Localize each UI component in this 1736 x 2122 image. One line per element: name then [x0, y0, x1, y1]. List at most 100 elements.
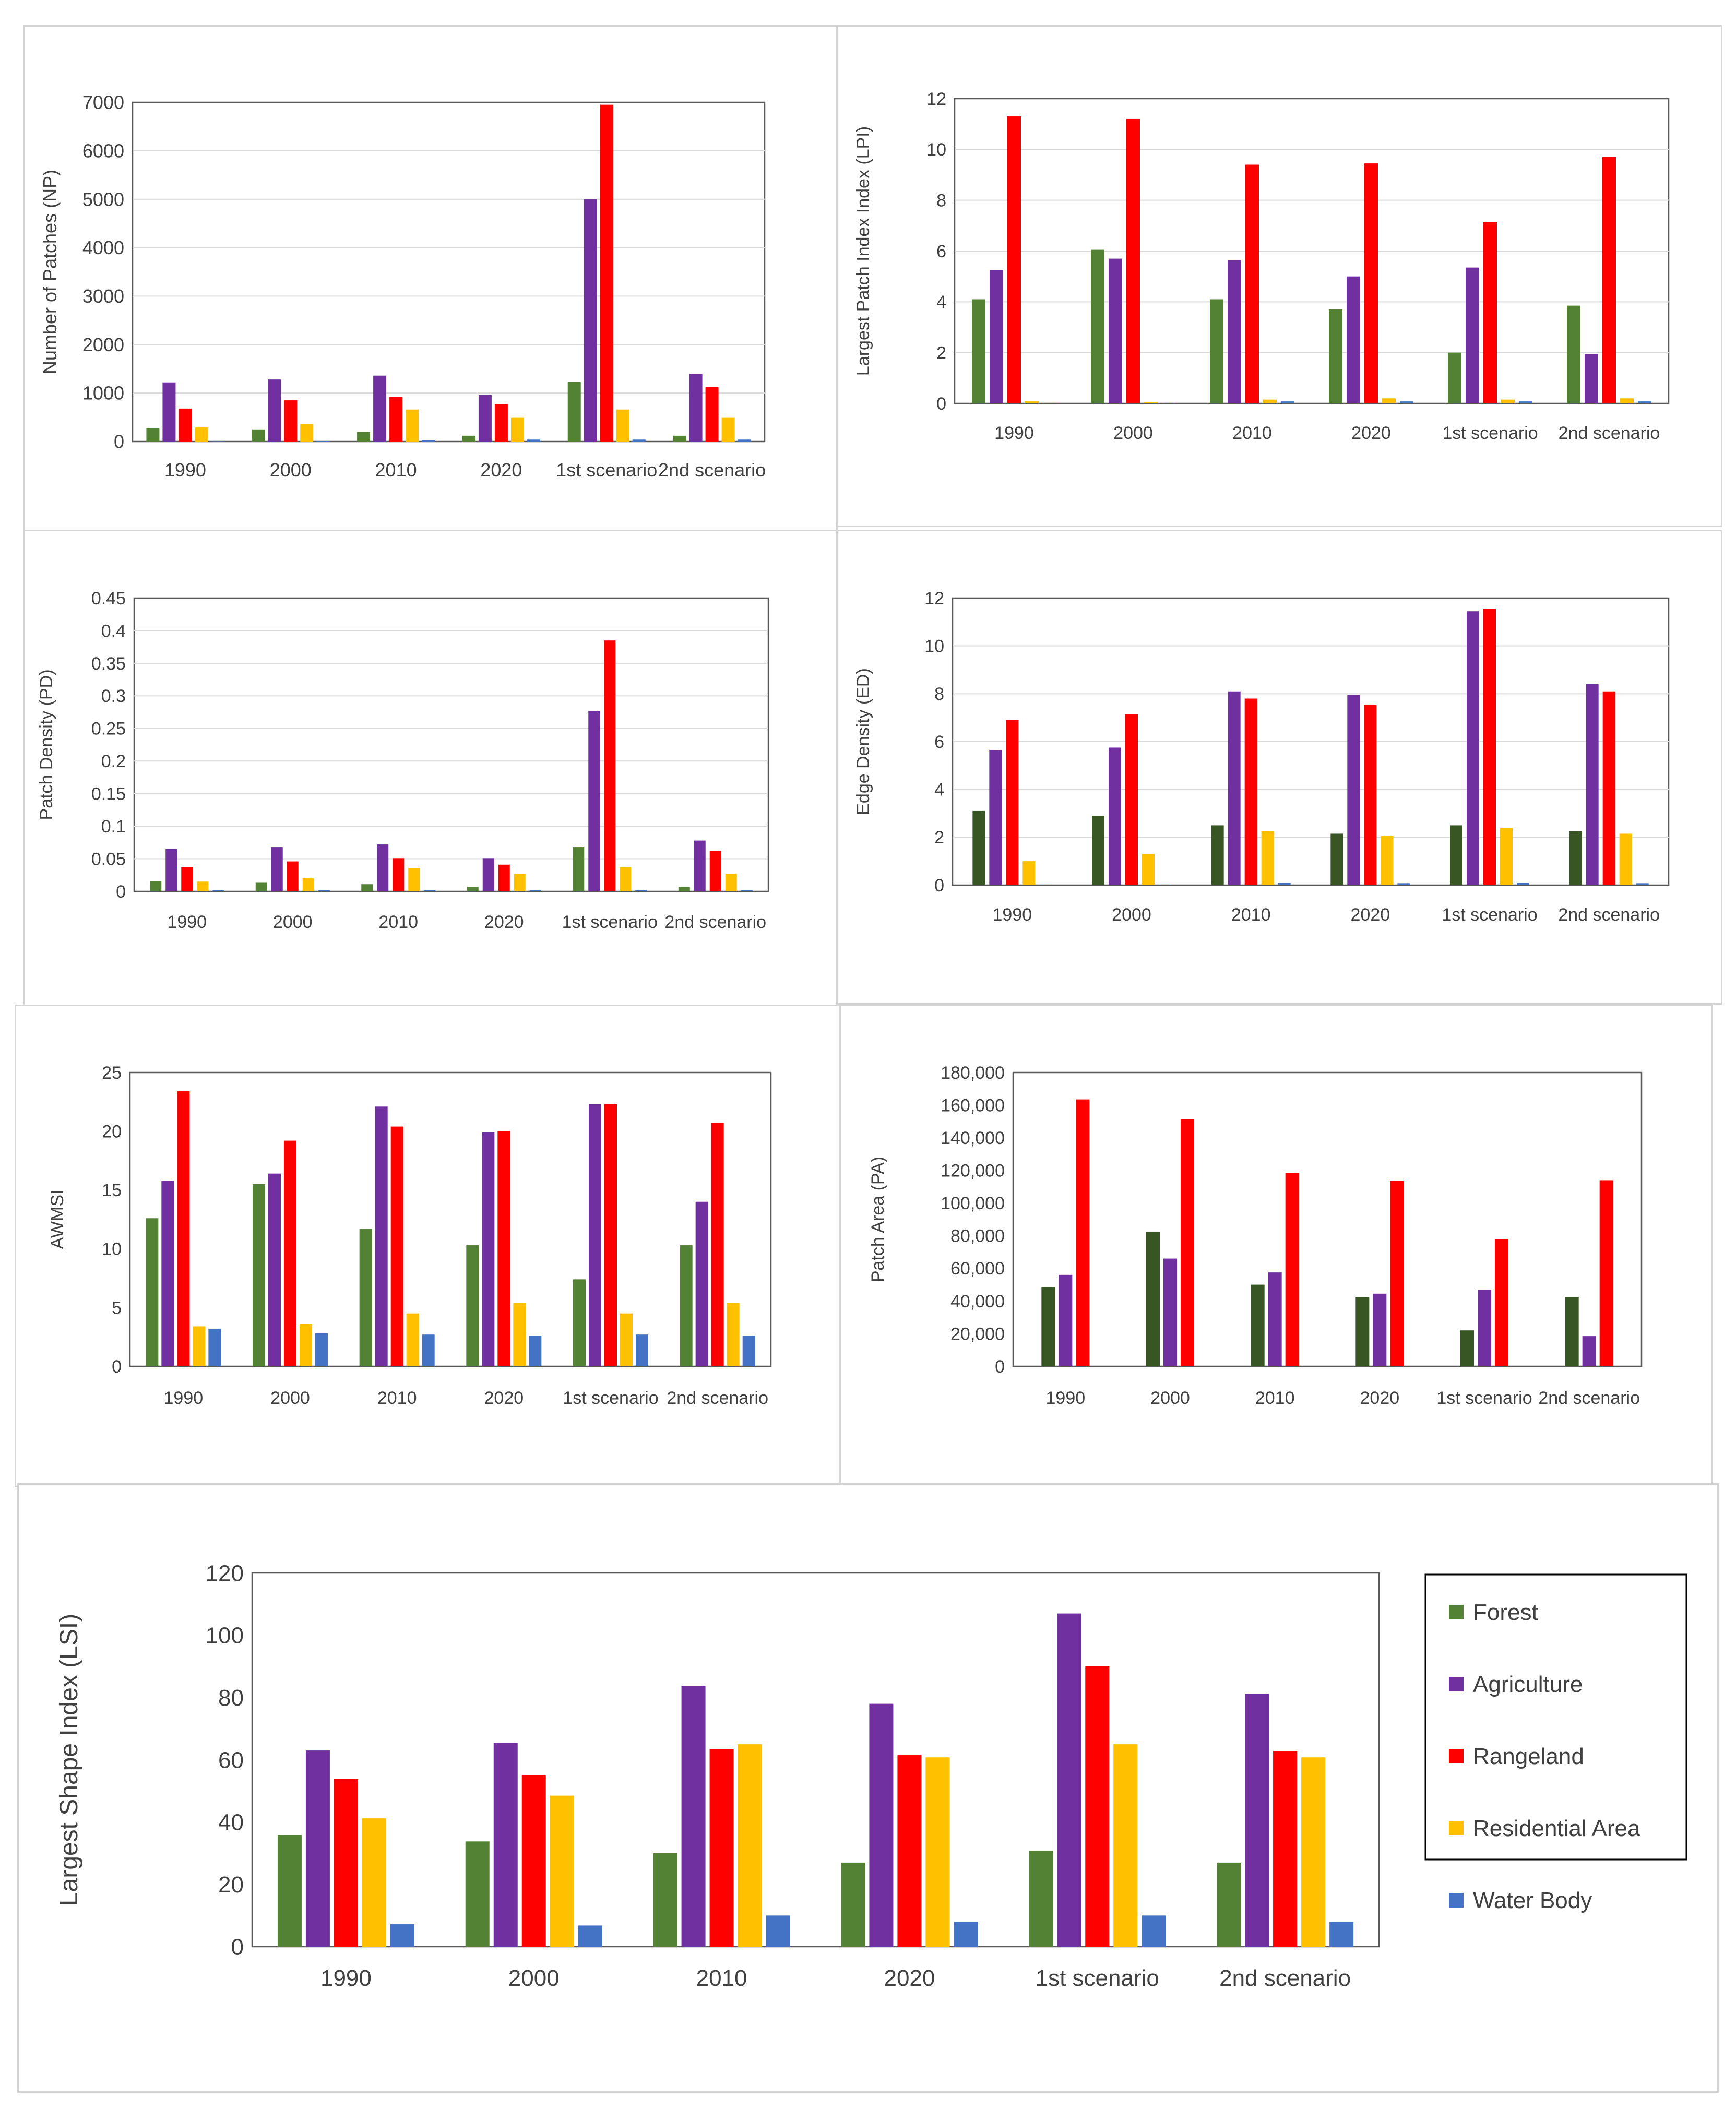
y-tick-label: 4000: [82, 237, 124, 258]
chart-ed: 0 2 4 6 8 10 12 1990 2000 2010 2020 1st scenario 2nd…: [853, 589, 1670, 925]
y-tick-label: 6: [934, 732, 944, 752]
bar-lsi-forest-1: [465, 1841, 490, 1947]
y-tick-label: 7000: [82, 92, 124, 113]
bar-awmsi-agriculture-0: [161, 1181, 174, 1366]
bar-lpi-rangeland-1: [1126, 118, 1140, 403]
bar-pa-agriculture-4: [1478, 1289, 1491, 1366]
category-label: 1990: [320, 1965, 372, 1991]
bar-lpi-rangeland-0: [1007, 116, 1021, 404]
bar-awmsi-rangeland-1: [284, 1140, 296, 1366]
y-tick-label: 0.05: [91, 849, 126, 869]
y-tick-label: 40,000: [950, 1292, 1005, 1312]
legend-swatch: [1449, 1677, 1464, 1691]
bar-ed-agriculture-4: [1467, 611, 1479, 885]
bar-ed-water-body-3: [1397, 883, 1410, 885]
chart-awmsi: 0 5 10 15 20 25 1990 2000 2010 2020 1st scenario 2n…: [47, 1063, 772, 1408]
bar-pa-forest-2: [1251, 1284, 1265, 1366]
bar-ed-residential-area-1: [1142, 854, 1155, 885]
bar-pd-residential-area-0: [197, 881, 209, 891]
bar-lpi-agriculture-5: [1585, 354, 1598, 403]
bar-np-water-body-3: [527, 439, 540, 442]
y-axis-label: Patch Density (PD): [37, 669, 56, 820]
bar-awmsi-forest-3: [466, 1245, 479, 1366]
category-label: 2010: [378, 912, 418, 932]
category-label: 2000: [1150, 1388, 1190, 1408]
bar-lpi-forest-5: [1567, 305, 1580, 403]
y-tick-label: 0.2: [101, 752, 126, 771]
bar-lpi-agriculture-4: [1466, 267, 1479, 403]
bar-np-forest-3: [462, 435, 475, 442]
bar-awmsi-agriculture-1: [268, 1173, 281, 1366]
bar-ed-rangeland-3: [1364, 704, 1377, 885]
legend-label: Forest: [1473, 1600, 1538, 1625]
bar-np-agriculture-3: [478, 395, 492, 442]
bar-awmsi-water-body-2: [422, 1334, 435, 1366]
bar-pa-agriculture-1: [1163, 1258, 1177, 1366]
y-tick-label: 6000: [82, 140, 124, 161]
category-label: 2nd scenario: [1558, 905, 1660, 925]
bar-np-rangeland-3: [494, 404, 508, 442]
legend-swatch: [1449, 1821, 1464, 1835]
y-axis-label: Largest Patch Index Index (LPI): [853, 126, 873, 376]
bar-lsi-agriculture-0: [305, 1750, 330, 1947]
bar-pd-rangeland-1: [287, 861, 299, 891]
bar-lsi-water-body-5: [1329, 1922, 1354, 1947]
bar-awmsi-rangeland-5: [711, 1123, 724, 1366]
bar-lsi-residential-area-4: [1113, 1744, 1138, 1947]
bar-np-forest-1: [252, 429, 265, 442]
panel-awmsi: 0 5 10 15 20 25 1990 2000 2010 2020 1st scenario 2n…: [15, 1005, 840, 1487]
bar-ed-residential-area-2: [1261, 831, 1274, 885]
bar-pa-forest-5: [1565, 1297, 1579, 1366]
bar-ed-agriculture-3: [1347, 695, 1360, 885]
y-tick-label: 0: [995, 1357, 1005, 1377]
bar-np-agriculture-4: [584, 199, 597, 442]
legend: Forest Agriculture Rangeland Residential Ar…: [1424, 1573, 1687, 1913]
bar-np-water-body-5: [738, 439, 751, 442]
chart-np: 0 1000 2000 3000 4000 5000 6000 7000 1990 2000 201…: [39, 92, 766, 481]
bar-ed-forest-1: [1092, 816, 1104, 885]
bar-lsi-agriculture-3: [869, 1703, 894, 1947]
bar-awmsi-water-body-0: [208, 1328, 221, 1366]
category-label: 1990: [993, 905, 1032, 925]
bar-lpi-residential-area-3: [1382, 398, 1396, 403]
bar-lsi-rangeland-3: [897, 1755, 922, 1947]
bar-lpi-rangeland-3: [1364, 163, 1378, 403]
category-label: 2nd scenario: [664, 912, 766, 932]
bar-awmsi-water-body-4: [636, 1334, 648, 1366]
y-tick-label: 8: [934, 684, 944, 704]
bar-awmsi-residential-area-5: [727, 1303, 740, 1366]
plot-frame: [251, 1572, 1380, 1948]
category-label: 2000: [270, 459, 312, 481]
y-tick-label: 0: [231, 1934, 244, 1960]
y-tick-label: 0: [112, 1357, 122, 1377]
y-tick-label: 0.45: [91, 589, 126, 609]
panel-lsi: 0 20 40 60 80 100 120 1990 2000 2010 2020 1st scena…: [17, 1483, 1719, 2093]
bar-awmsi-forest-2: [359, 1229, 372, 1366]
bar-awmsi-water-body-3: [529, 1336, 542, 1366]
bar-np-residential-area-3: [510, 417, 524, 442]
y-tick-label: 15: [102, 1181, 122, 1200]
bar-awmsi-forest-0: [146, 1218, 159, 1366]
bar-pd-agriculture-1: [271, 847, 283, 891]
bar-lpi-agriculture-3: [1347, 276, 1360, 403]
bar-np-rangeland-2: [389, 397, 403, 442]
y-tick-label: 20,000: [950, 1324, 1005, 1344]
bar-ed-residential-area-3: [1381, 836, 1394, 885]
bar-ed-residential-area-4: [1500, 828, 1513, 885]
bar-lpi-water-body-2: [1281, 401, 1294, 403]
y-tick-label: 0.4: [101, 621, 126, 641]
y-tick-label: 4: [936, 292, 946, 312]
bar-lsi-forest-4: [1029, 1851, 1053, 1947]
bar-pd-residential-area-1: [302, 878, 314, 891]
bar-awmsi-residential-area-4: [620, 1313, 633, 1366]
y-tick-label: 0.15: [91, 784, 126, 804]
category-label: 2020: [1351, 905, 1390, 925]
category-label: 2000: [1113, 423, 1153, 443]
bar-ed-rangeland-2: [1244, 698, 1257, 885]
bar-pd-water-body-1: [318, 890, 330, 891]
bar-ed-forest-4: [1450, 825, 1462, 885]
y-tick-label: 1000: [82, 383, 124, 404]
bar-pd-forest-1: [255, 882, 267, 891]
category-label: 1st scenario: [1442, 423, 1538, 443]
legend-label: Residential Area: [1473, 1816, 1640, 1841]
